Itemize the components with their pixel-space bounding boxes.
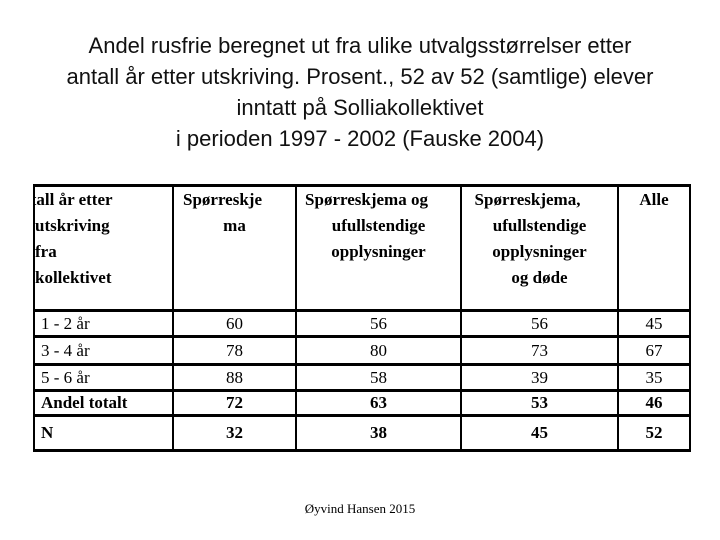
row-label: 3 - 4 år	[33, 335, 174, 366]
table-row-1-2-ar: 1 - 2 år 60 56 56 45	[33, 309, 691, 338]
value-cell: 56	[460, 309, 619, 338]
row-label: 5 - 6 år	[33, 363, 174, 392]
value-cell: 53	[460, 389, 619, 417]
header-antall-ar-etter-utskriving: Antall år etter utskriving fra kollektiv…	[33, 184, 174, 312]
header-row: Antall år etter utskriving fra kollektiv…	[33, 184, 691, 312]
value-cell: 38	[295, 414, 462, 452]
table-row-5-6-ar: 5 - 6 år 88 58 39 35	[33, 363, 691, 392]
table-row-n: N 32 38 45 52	[33, 414, 691, 452]
header-sporreskjema-ufullstendige-dode: Spørreskjema, ufullstendige opplysninger…	[460, 184, 619, 312]
value-cell: 39	[460, 363, 619, 392]
table-row-3-4-ar: 3 - 4 år 78 80 73 67	[33, 335, 691, 366]
value-cell: 45	[460, 414, 619, 452]
header-sporreskjema: Spørreskje ma	[172, 184, 297, 312]
row-label: N	[33, 414, 174, 452]
footer-credit: Øyvind Hansen 2015	[304, 501, 416, 516]
value-cell: 67	[617, 335, 691, 366]
header-alle: Alle	[617, 184, 691, 312]
value-cell: 80	[295, 335, 462, 366]
value-cell: 32	[172, 414, 297, 452]
value-cell: 63	[295, 389, 462, 417]
value-cell: 35	[617, 363, 691, 392]
value-cell: 73	[460, 335, 619, 366]
value-cell: 58	[295, 363, 462, 392]
row-label: 1 - 2 år	[33, 309, 174, 338]
value-cell: 72	[172, 389, 297, 417]
value-cell: 52	[617, 414, 691, 452]
row-label: Andel totalt	[33, 389, 174, 417]
header-sporreskjema-ufullstendige: Spørreskjema og ufullstendige opplysning…	[295, 184, 462, 312]
value-cell: 46	[617, 389, 691, 417]
value-cell: 88	[172, 363, 297, 392]
value-cell: 60	[172, 309, 297, 338]
table-row-andel-totalt: Andel totalt 72 63 53 46	[33, 389, 691, 417]
slide-title: Andel rusfrie beregnet ut fra ulike utva…	[66, 33, 654, 151]
results-table: Antall år etter utskriving fra kollektiv…	[33, 184, 691, 452]
value-cell: 78	[172, 335, 297, 366]
value-cell: 56	[295, 309, 462, 338]
value-cell: 45	[617, 309, 691, 338]
